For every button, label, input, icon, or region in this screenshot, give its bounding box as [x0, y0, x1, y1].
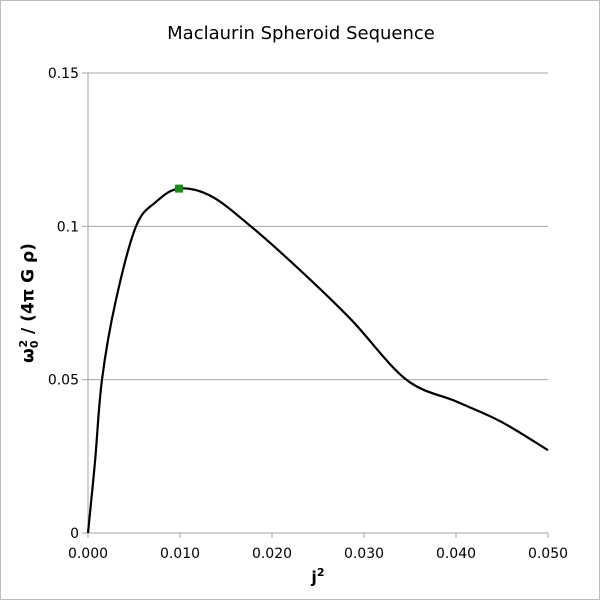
y-label-omega: ω: [18, 348, 39, 363]
x-tick-label: 0.040: [436, 546, 476, 562]
x-tick-label: 0.020: [252, 546, 292, 562]
x-tick-label: 0.050: [528, 546, 568, 562]
x-label-sup: 2: [316, 566, 325, 579]
y-tick-label: 0.1: [57, 219, 79, 235]
y-tick-label: 0.05: [48, 373, 79, 389]
y-tick-label: 0: [70, 526, 79, 542]
y-label-sup: 2: [16, 339, 30, 348]
x-tick-label: 0.030: [344, 546, 384, 562]
x-tick-label: 0.000: [68, 546, 108, 562]
y-axis-label: ω02 / (4π G ρ): [17, 243, 41, 363]
y-tick-label: 0.15: [48, 66, 79, 82]
x-tick-label: 0.010: [160, 546, 200, 562]
y-label-rest: / (4π G ρ): [18, 243, 39, 340]
series-line: [86, 187, 549, 534]
x-axis-label: j2: [288, 566, 348, 586]
x-label-text: j: [311, 567, 317, 587]
peak-marker: [175, 184, 184, 193]
chart-title: Maclaurin Spheroid Sequence: [167, 23, 435, 44]
